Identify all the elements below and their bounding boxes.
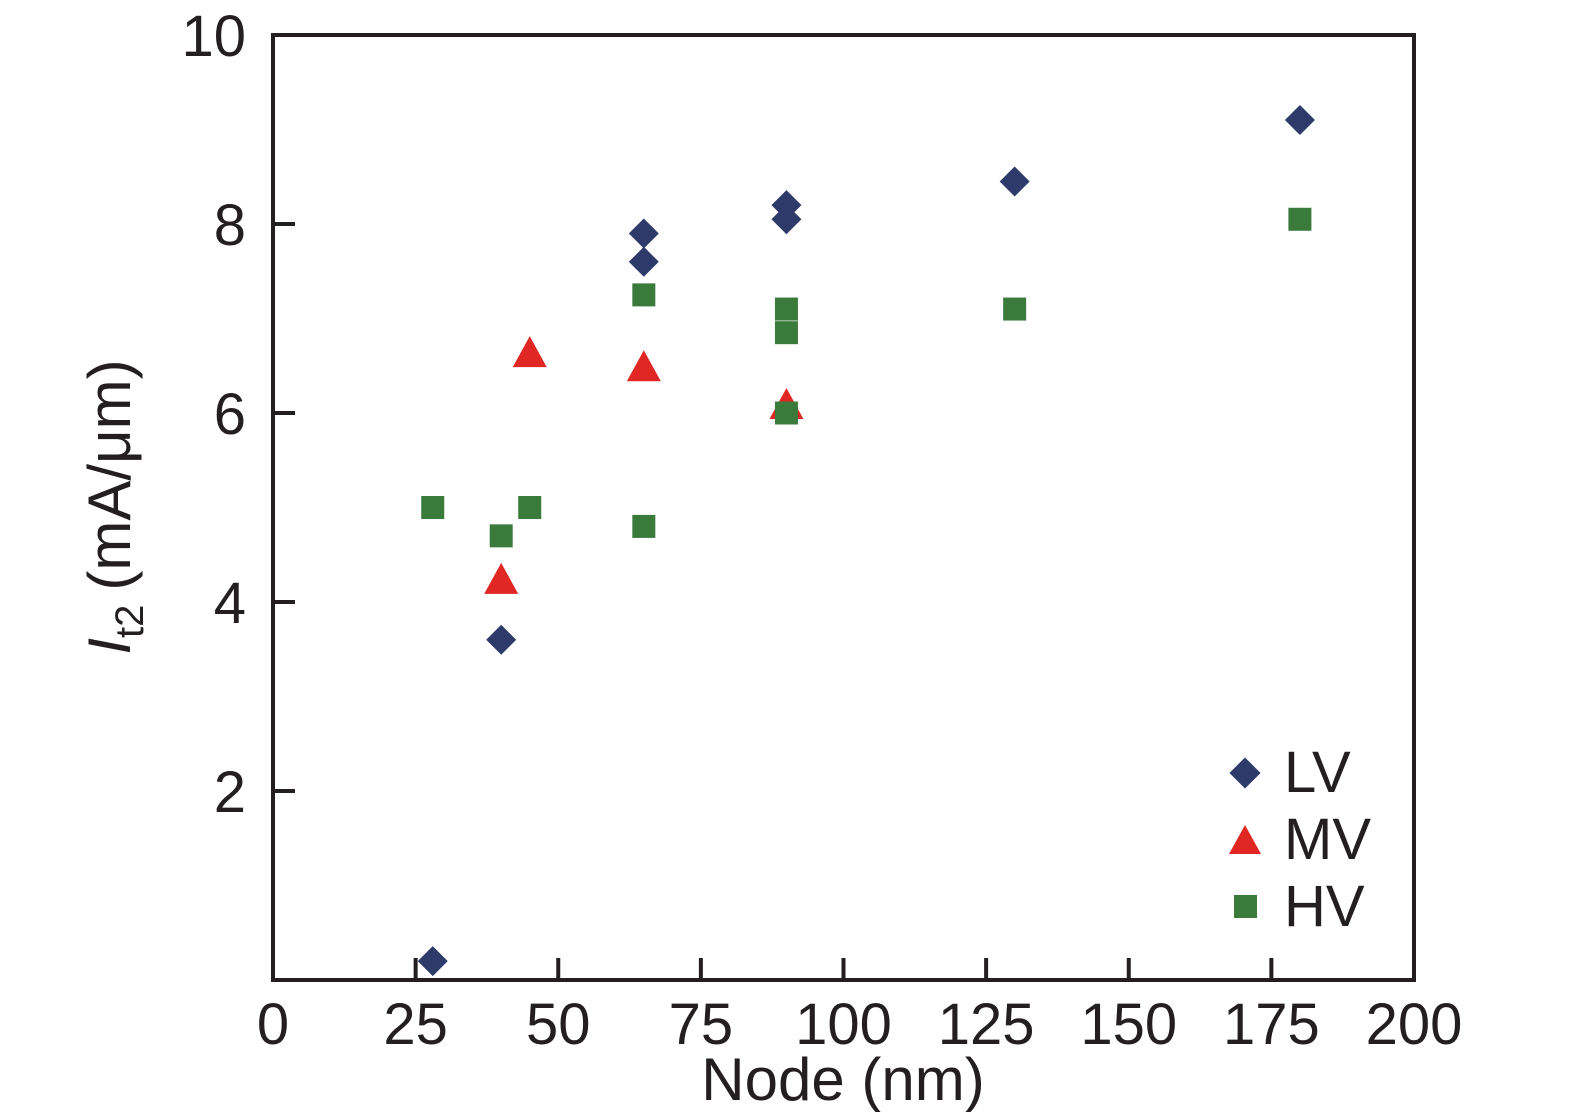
hv-marker: [1288, 207, 1312, 231]
x-tick: [1126, 958, 1131, 980]
hv-marker: [1003, 297, 1027, 321]
y-tick: [273, 411, 295, 415]
mv-marker: [484, 562, 519, 594]
x-tick-label: 50: [526, 992, 591, 1057]
x-tick-label: 75: [669, 992, 734, 1057]
x-tick-label: 150: [1080, 992, 1177, 1057]
legend-label-mv: MV: [1284, 806, 1371, 872]
data-points: [417, 105, 1315, 977]
y-tick: [273, 789, 295, 793]
legend-marker-cell: [1212, 825, 1278, 854]
legend-item-hv: HV: [1212, 873, 1371, 940]
y-axis-label: It2 (mA/μm): [76, 359, 152, 654]
hv-marker: [774, 321, 798, 345]
x-tick: [841, 958, 846, 980]
lv-marker: [771, 190, 802, 221]
legend-item-mv: MV: [1212, 806, 1371, 873]
x-tick: [413, 958, 418, 980]
legend-marker-cell: [1212, 895, 1278, 918]
axis-ticks: 0 25 50 75 100 125 150 175 200 2 4 6 8 10: [181, 4, 1462, 1057]
y-tick: [273, 600, 295, 604]
x-tick-label: 0: [257, 992, 289, 1057]
lv-diamond-icon: [1229, 756, 1261, 789]
mv-triangle-icon: [1229, 825, 1261, 854]
y-tick-label: 10: [181, 4, 246, 69]
x-tick: [271, 958, 275, 980]
y-axis-units: (mA/μm): [76, 359, 143, 590]
y-axis-subscript: t2: [108, 605, 152, 638]
y-tick-label: 6: [214, 382, 246, 447]
y-tick: [273, 222, 295, 226]
lv-marker: [628, 218, 659, 249]
y-tick-label: 4: [214, 571, 246, 636]
hv-marker: [632, 283, 656, 307]
x-axis-label: Node (nm): [701, 1046, 984, 1112]
hv-marker: [518, 496, 542, 519]
x-tick: [1412, 958, 1416, 980]
x-tick: [984, 958, 989, 980]
legend-item-lv: LV: [1212, 739, 1371, 806]
lv-marker: [1284, 105, 1315, 136]
hv-marker: [774, 401, 798, 425]
y-tick-label: 8: [214, 193, 246, 258]
legend-label-hv: HV: [1284, 873, 1365, 939]
x-tick: [1269, 958, 1274, 980]
hv-marker: [632, 514, 656, 538]
mv-marker: [626, 350, 661, 382]
lv-marker: [999, 166, 1030, 197]
y-tick-label: 2: [214, 760, 246, 825]
x-tick: [556, 958, 561, 980]
mv-marker: [512, 336, 547, 368]
x-tick-label: 25: [383, 992, 448, 1057]
lv-marker: [486, 624, 517, 655]
y-axis-symbol: I: [76, 638, 143, 655]
lv-marker: [417, 946, 448, 977]
hv-marker: [774, 297, 798, 321]
y-tick: [273, 33, 295, 37]
x-tick-label: 125: [938, 992, 1035, 1057]
x-tick-label: 200: [1366, 992, 1463, 1057]
hv-marker: [421, 496, 445, 519]
legend-marker-cell: [1212, 756, 1278, 789]
x-tick-label: 175: [1223, 992, 1320, 1057]
hv-square-icon: [1233, 895, 1257, 918]
x-tick: [698, 958, 703, 980]
lv-marker: [628, 246, 659, 277]
hv-marker: [489, 524, 513, 548]
legend: LV MV HV: [1212, 739, 1371, 940]
legend-label-lv: LV: [1284, 739, 1351, 805]
x-tick-label: 100: [795, 992, 892, 1057]
